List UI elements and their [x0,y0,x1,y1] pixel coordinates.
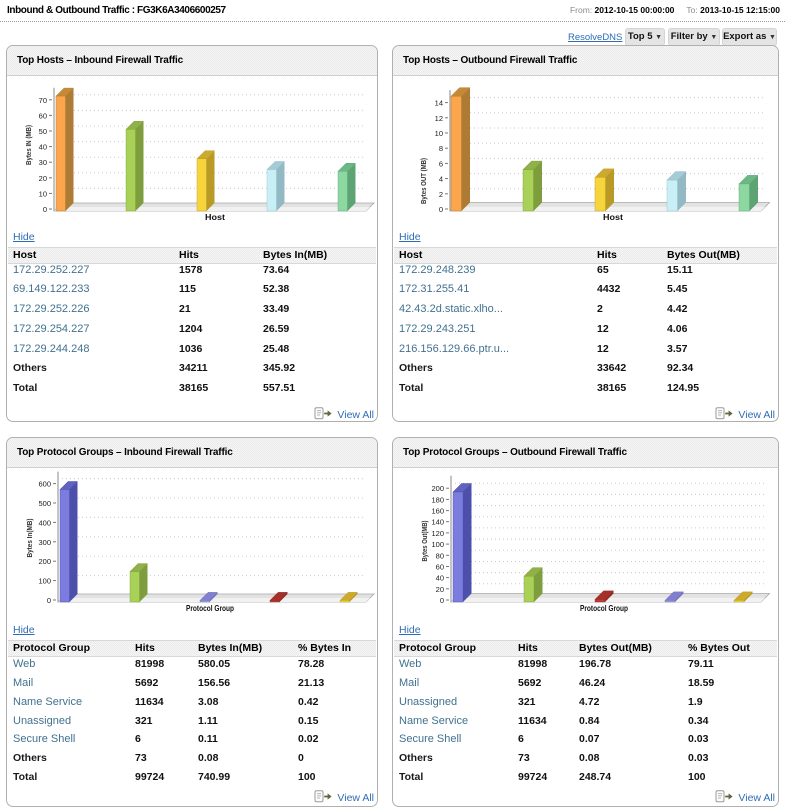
svg-text:Bytes In(MB): Bytes In(MB) [27,519,34,558]
svg-text:Protocol Group: Protocol Group [580,603,628,613]
svg-text:70: 70 [39,96,47,105]
svg-text:30: 30 [39,158,47,167]
svg-text:10: 10 [39,189,47,198]
svg-text:Bytes OUT (MB): Bytes OUT (MB) [421,158,428,204]
svg-text:600: 600 [38,480,51,489]
svg-text:100: 100 [431,540,444,549]
svg-text:20: 20 [39,174,47,183]
svg-text:Host: Host [603,212,623,222]
svg-text:20: 20 [436,585,444,594]
svg-text:50: 50 [39,127,47,136]
svg-text:Protocol Group: Protocol Group [186,603,234,613]
svg-text:2: 2 [439,190,443,199]
svg-text:180: 180 [431,495,444,504]
svg-text:0: 0 [47,596,51,605]
svg-text:4: 4 [439,175,443,184]
svg-text:160: 160 [431,507,444,516]
svg-text:40: 40 [436,574,444,583]
svg-text:10: 10 [435,129,443,138]
svg-text:6: 6 [439,159,443,168]
svg-text:400: 400 [38,518,51,527]
svg-text:Bytes Out(MB): Bytes Out(MB) [422,521,429,562]
svg-text:300: 300 [38,538,51,547]
svg-text:100: 100 [38,577,51,586]
svg-text:500: 500 [38,499,51,508]
svg-text:Bytes IN (MB): Bytes IN (MB) [26,125,33,165]
svg-text:200: 200 [38,557,51,566]
svg-text:40: 40 [39,143,47,152]
svg-text:60: 60 [436,563,444,572]
svg-text:8: 8 [439,144,443,153]
svg-text:0: 0 [440,596,444,605]
svg-text:200: 200 [431,484,444,493]
svg-text:0: 0 [439,205,443,214]
svg-text:140: 140 [431,518,444,527]
svg-text:0: 0 [43,205,47,214]
svg-text:120: 120 [431,529,444,538]
svg-text:80: 80 [436,551,444,560]
svg-text:12: 12 [435,114,443,123]
svg-text:60: 60 [39,111,47,120]
svg-text:Host: Host [205,212,225,222]
svg-text:14: 14 [435,99,443,108]
